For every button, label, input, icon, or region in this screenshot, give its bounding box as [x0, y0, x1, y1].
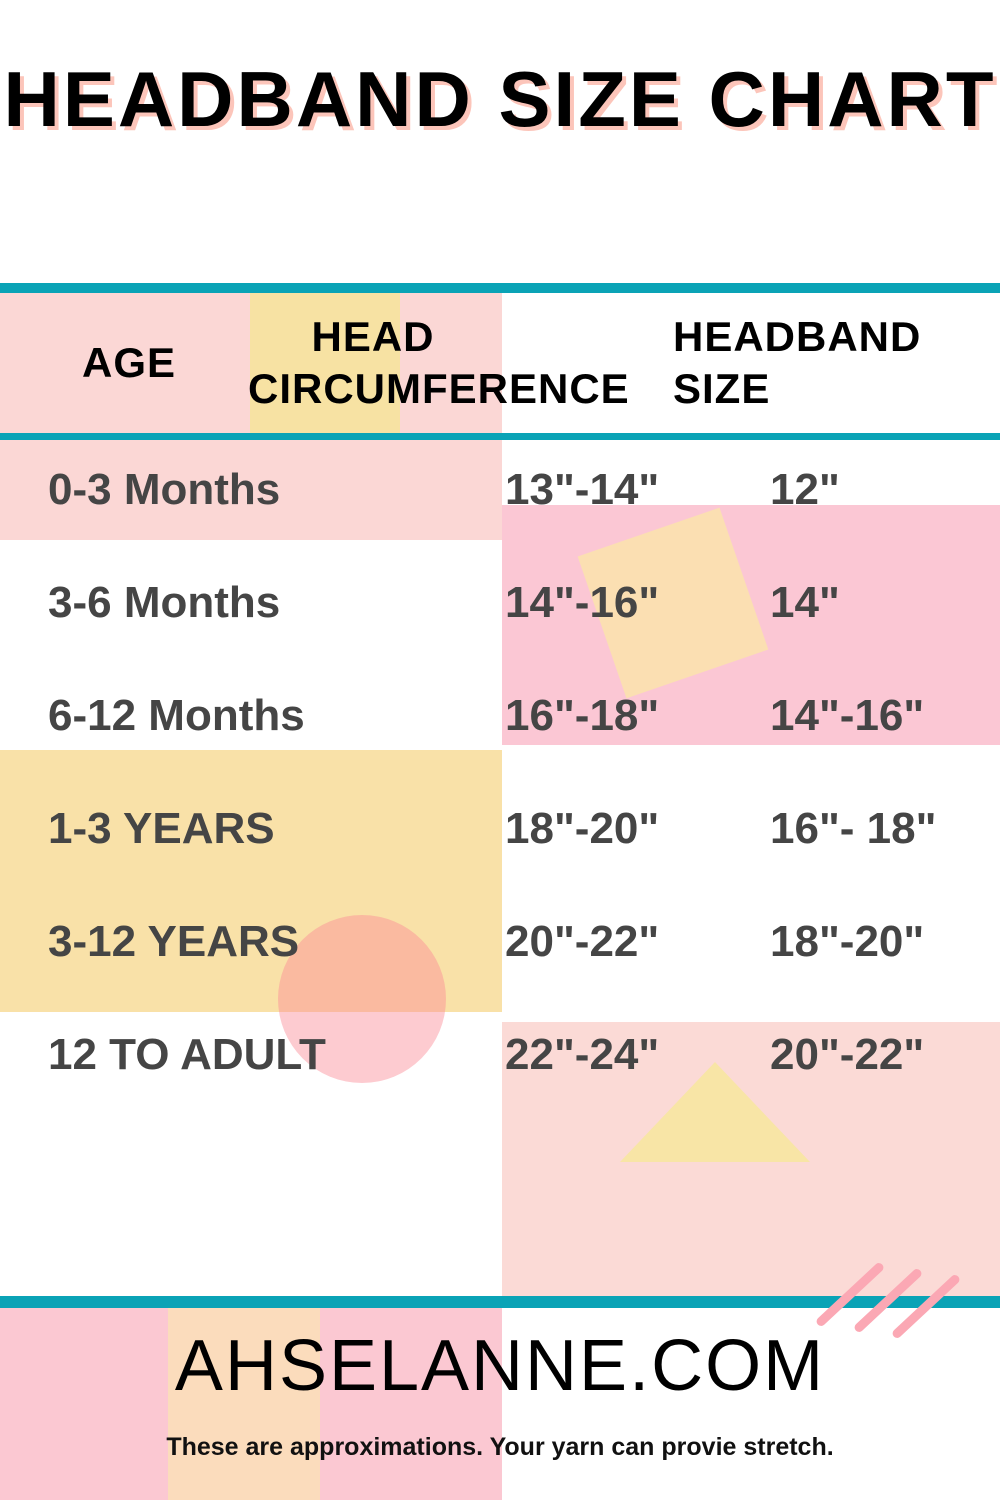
cell-circumference: 18"-20": [505, 803, 660, 853]
cell-headband-size: 14"-16": [770, 690, 925, 740]
table-row: 3-12 YEARS 20"-22" 18"-20": [0, 885, 1000, 998]
triangle-shape: [620, 1062, 810, 1162]
footer-pink-block-right: [320, 1307, 502, 1500]
cell-age: 6-12 Months: [48, 690, 305, 740]
cell-headband-size: 16"- 18": [770, 803, 937, 853]
cell-age: 3-6 Months: [48, 577, 281, 627]
table-row: 3-6 Months 14"-16" 14": [0, 546, 1000, 659]
divider-header-bottom: [0, 433, 1000, 440]
cell-headband-size: 14": [770, 577, 840, 627]
page-title: HEADBAND SIZE CHART: [3, 55, 997, 143]
disclaimer-text: These are approximations. Your yarn can …: [166, 1433, 834, 1461]
cell-circumference: 13"-14": [505, 464, 660, 514]
table-row: 1-3 YEARS 18"-20" 16"- 18": [0, 772, 1000, 885]
website-url: AHSELANNE.COM: [174, 1326, 826, 1406]
footer-pink-block-left: [0, 1307, 168, 1500]
cell-headband-size: 12": [770, 464, 840, 514]
cell-circumference: 22"-24": [505, 1029, 660, 1079]
cell-headband-size: 20"-22": [770, 1029, 925, 1079]
column-header-age: AGE: [81, 338, 176, 386]
divider-top: [0, 283, 1000, 293]
left-yellow-block: [0, 750, 502, 1012]
cell-circumference: 14"-16": [505, 577, 660, 627]
table-header-row: AGE HEAD CIRCUMFERENCE HEADBAND SIZE: [0, 292, 1000, 433]
divider-footer-top: [0, 1296, 1000, 1308]
cell-age: 3-12 YEARS: [48, 916, 300, 966]
table-row: 12 TO ADULT 22"-24" 20"-22": [0, 998, 1000, 1111]
table-body: 0-3 Months 13"-14" 12" 3-6 Months 14"-16…: [0, 433, 1000, 1111]
header-yellow-block: [250, 292, 400, 438]
column-header-size: HEADBAND SIZE: [673, 313, 922, 412]
circle-shape: [278, 915, 446, 1083]
row1-pink-block: [0, 438, 502, 540]
table-row: 6-12 Months 16"-18" 14"-16": [0, 659, 1000, 772]
cell-circumference: 16"-18": [505, 690, 660, 740]
cell-age: 0-3 Months: [48, 464, 281, 514]
cell-age: 12 TO ADULT: [48, 1029, 326, 1079]
table-row: 0-3 Months 13"-14" 12": [0, 433, 1000, 546]
cell-age: 1-3 YEARS: [48, 803, 275, 853]
footer-peach-block: [168, 1307, 320, 1500]
cell-headband-size: 18"-20": [770, 916, 925, 966]
column-header-circumference: HEAD CIRCUMFERENCE: [248, 313, 630, 412]
cell-circumference: 20"-22": [505, 916, 660, 966]
